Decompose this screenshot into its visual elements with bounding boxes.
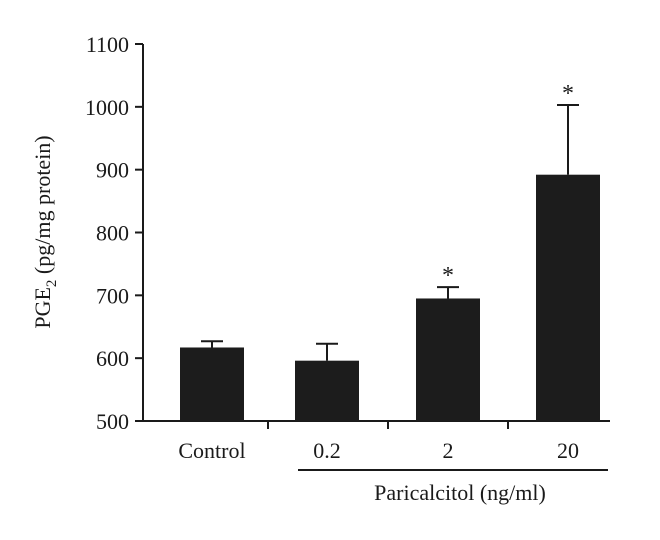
- y-axis-title: PGE2 (pg/mg protein): [30, 135, 60, 328]
- y-tick-label: 1000: [85, 95, 129, 120]
- x-category-label: Control: [178, 438, 245, 463]
- bar: [180, 347, 244, 421]
- bar: [416, 298, 480, 421]
- y-tick-label: 1100: [86, 32, 129, 57]
- y-tick-label: 900: [96, 158, 129, 183]
- bars: [180, 103, 600, 421]
- bar: [295, 360, 359, 421]
- significance-marker: *: [562, 81, 574, 107]
- x-category-label: 0.2: [313, 438, 341, 463]
- x-category-label: 20: [557, 438, 579, 463]
- labels: 500 600 700 800 900 1000 1100 Control 0.2 * 2 * 20: [85, 32, 579, 463]
- y-tick-label: 500: [96, 409, 129, 434]
- x-category-label: 2: [443, 438, 454, 463]
- significance-marker: *: [442, 263, 454, 289]
- bar: [536, 174, 600, 421]
- y-tick-label: 700: [96, 283, 129, 308]
- y-tick-label: 800: [96, 221, 129, 246]
- group-axis-label: Paricalcitol (ng/ml): [374, 480, 546, 505]
- y-tick-label: 600: [96, 346, 129, 371]
